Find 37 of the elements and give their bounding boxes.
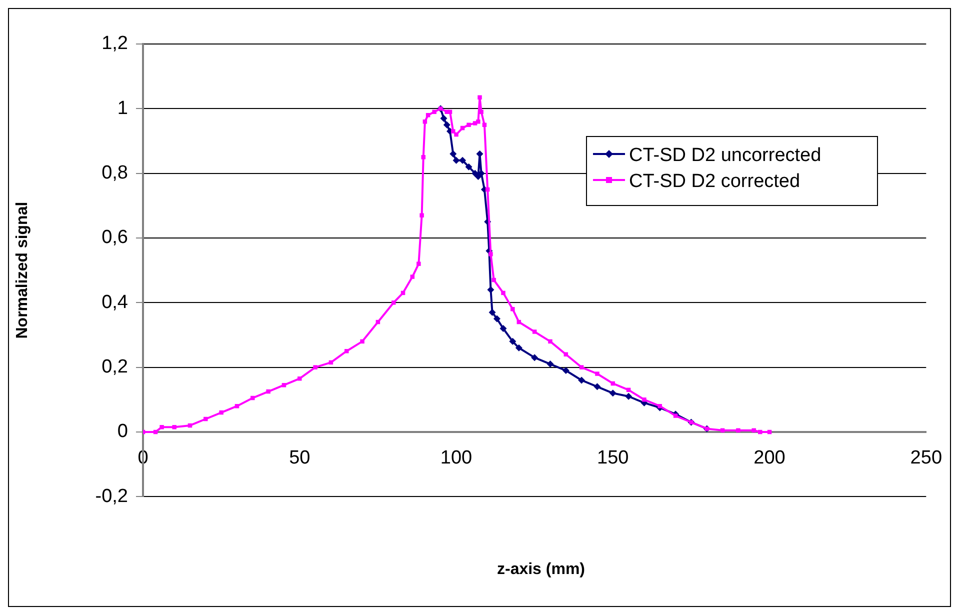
point <box>609 390 616 397</box>
y-tick-label: 0 <box>117 421 128 442</box>
x-tick-label: 250 <box>910 448 942 469</box>
y-tick-label: 0,4 <box>102 292 128 313</box>
y-tick-label: 1 <box>117 98 128 119</box>
point <box>509 338 516 345</box>
legend-label: CT-SD D2 corrected <box>629 171 802 193</box>
point <box>515 344 522 352</box>
y-tick-label: 0,6 <box>102 227 128 248</box>
point <box>488 308 496 316</box>
y-tick-label: 1,2 <box>102 33 128 54</box>
point <box>465 163 472 170</box>
point <box>578 376 586 384</box>
x-tick-label: 200 <box>754 448 786 469</box>
y-tick-label: 0,8 <box>102 162 128 184</box>
point <box>546 360 554 368</box>
x-axis-title: z-axis (mm) <box>496 561 586 579</box>
point <box>594 383 601 390</box>
x-tick-label: 150 <box>597 448 629 469</box>
x-tick-label: 100 <box>440 448 472 469</box>
point <box>487 286 494 294</box>
point <box>625 392 632 400</box>
y-axis-title: Normalized signal <box>14 202 32 339</box>
x-tick-label: 50 <box>289 448 310 469</box>
point <box>443 121 450 128</box>
point <box>476 150 484 158</box>
y-tick-label: 0,2 <box>102 356 128 378</box>
point <box>500 324 507 332</box>
point <box>452 156 460 164</box>
legend-label: CT-SD D2 uncorrected <box>629 145 822 167</box>
y-tick-label: -0,2 <box>95 486 128 507</box>
point <box>450 150 457 158</box>
point <box>440 114 448 122</box>
point <box>493 315 500 322</box>
point <box>562 367 570 374</box>
point <box>459 156 466 164</box>
point <box>531 354 538 362</box>
